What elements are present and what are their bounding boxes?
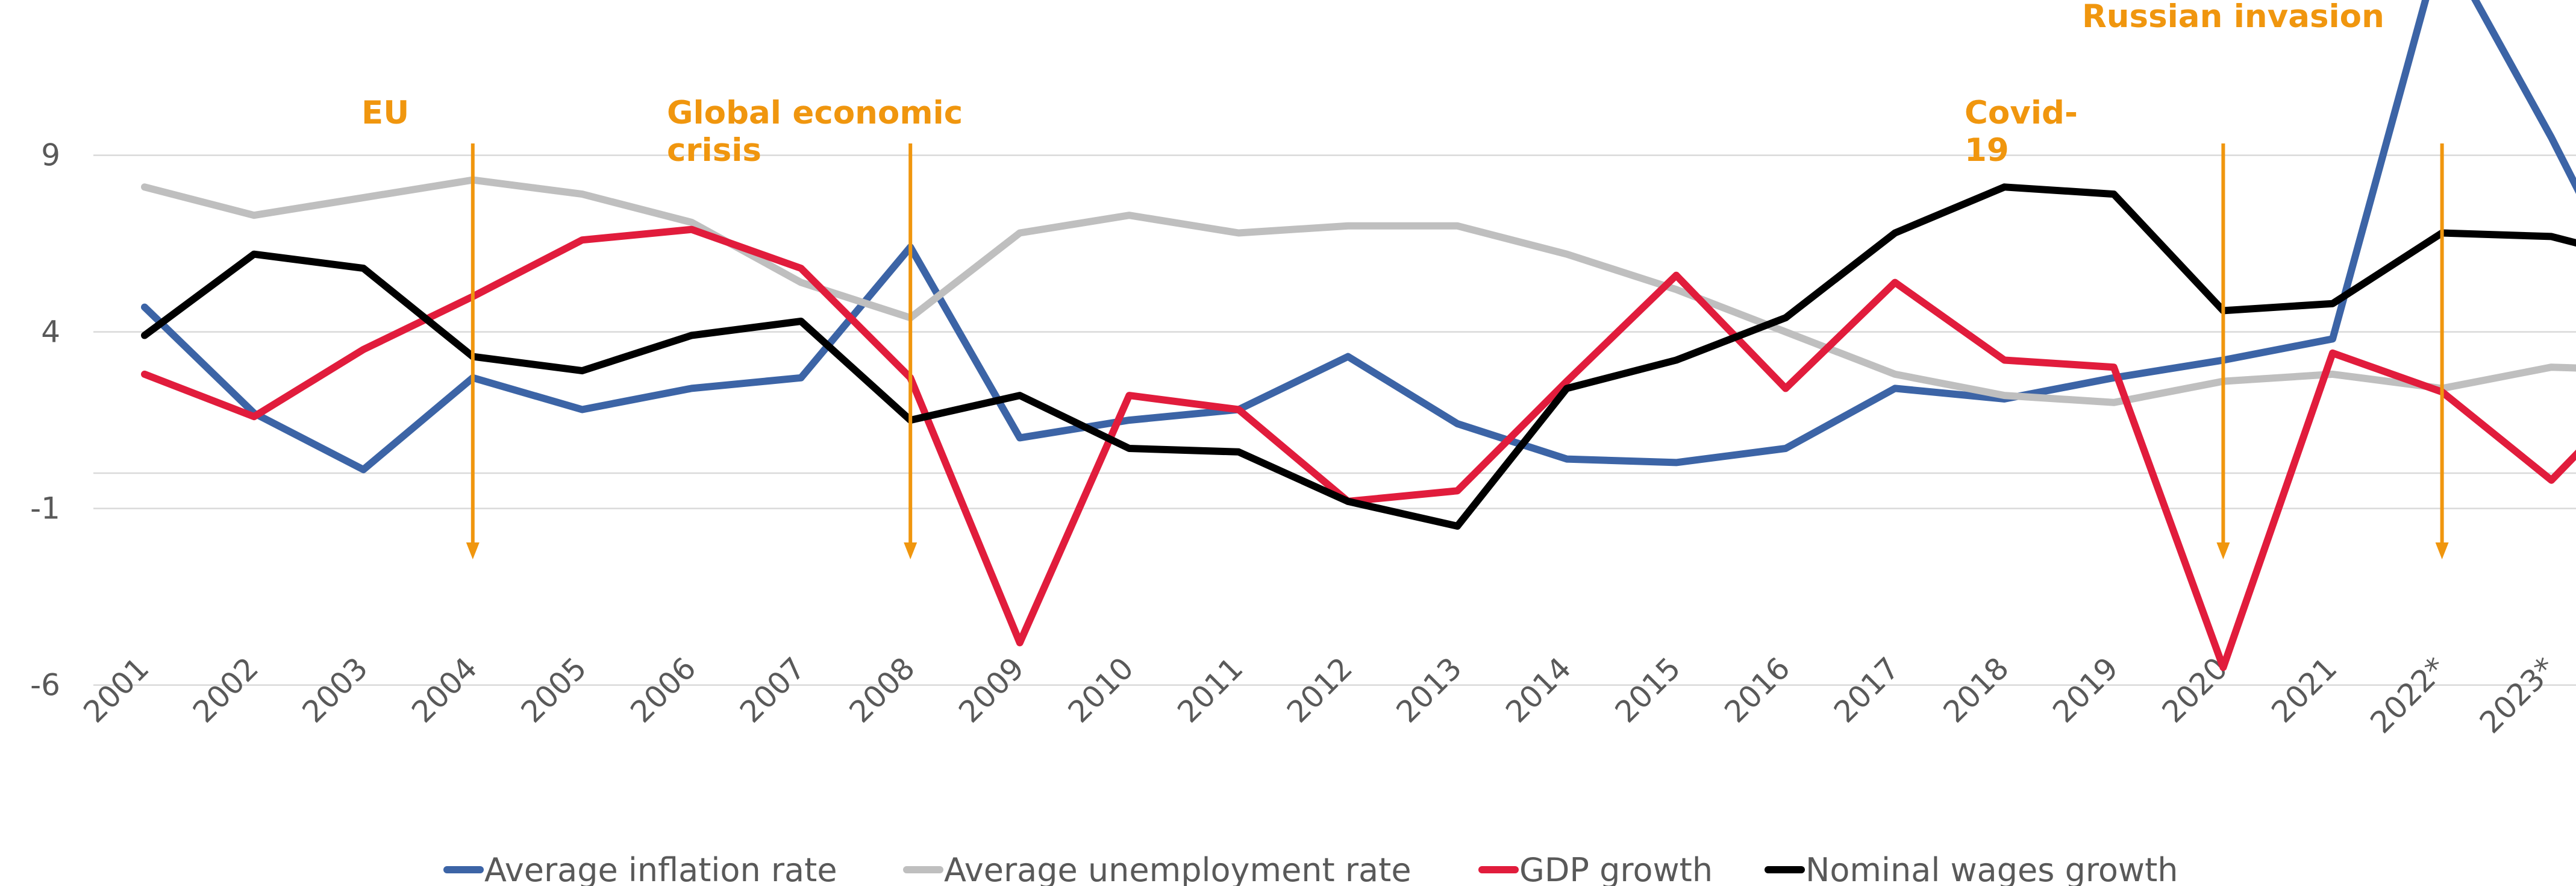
y-axis-ticks: 1494-1-6 (30, 138, 60, 703)
x-tick-label: 2019 (2046, 650, 2125, 729)
annotation-russian-invasion: Russian invasion (2082, 0, 2449, 559)
x-tick-label: 2015 (1608, 650, 1687, 729)
x-tick-label: 2013 (1390, 650, 1469, 729)
annotation-label: Covid-19 (1965, 95, 2078, 169)
annotation-arrow-head (2216, 542, 2230, 559)
x-tick-label: 2008 (843, 650, 922, 729)
legend-label: Nominal wages growth (1805, 851, 2178, 886)
series-line-gdp-growth (141, 225, 2576, 671)
annotation-label: Russian invasion (2082, 0, 2384, 35)
legend-item-nominal-wages-growth: Nominal wages growth (1765, 851, 2178, 886)
annotation-label: Global economic crisis (667, 95, 963, 169)
event-annotations: EU Global economic crisis Covid-19 Russian i… (361, 0, 2449, 559)
x-tick-label: 2022* (2363, 650, 2453, 740)
y-tick-label: 9 (41, 138, 60, 173)
legend-label: Average inflation rate (484, 851, 837, 886)
legend-label: Average unemployment rate (944, 851, 1411, 886)
legend-label: GDP growth (1519, 851, 1713, 886)
annotation-arrow-head (466, 542, 480, 559)
x-tick-label: 2016 (1718, 650, 1796, 729)
x-tick-label: 2018 (1937, 650, 2016, 729)
x-tick-label: 2014 (1499, 650, 1578, 729)
series-line-average-inflation-rate (141, 0, 2576, 474)
legend-item-gdp-growth: GDP growth (1478, 851, 1713, 886)
x-tick-label: 2017 (1827, 650, 1906, 729)
x-tick-label: 2009 (952, 650, 1031, 729)
x-tick-label: 2021 (2265, 650, 2343, 729)
x-tick-label: 2024** (2572, 650, 2576, 750)
legend-item-average-inflation-rate: Average inflation rate (443, 851, 837, 886)
x-tick-label: 2002 (186, 650, 265, 729)
gridlines (93, 154, 2576, 686)
y-tick-label: -1 (30, 491, 60, 526)
legend: Average inflation rate Average unemployme… (443, 851, 2178, 886)
series-lines (141, 0, 2576, 671)
x-tick-label: 2007 (733, 650, 812, 729)
x-tick-label: 2004 (405, 650, 484, 729)
annotation-global-economic-crisis: Global economic crisis (667, 95, 963, 559)
x-tick-label: 2006 (624, 650, 702, 729)
legend-item-average-unemployment-rate: Average unemployment rate (903, 851, 1411, 886)
x-tick-label: 2010 (1061, 650, 1140, 729)
x-tick-label: 2012 (1280, 650, 1359, 729)
annotation-eu: EU (361, 95, 480, 559)
x-tick-label: 2001 (77, 650, 155, 729)
x-tick-label: 2023* (2473, 650, 2563, 740)
annotation-arrow-head (904, 542, 918, 559)
x-tick-label: 2003 (296, 650, 375, 729)
annotation-label: EU (361, 95, 409, 131)
series-line-nominal-wages-growth (141, 183, 2576, 530)
annotation-arrow-head (2435, 542, 2449, 559)
y-tick-label: 4 (41, 315, 60, 350)
y-tick-label: -6 (30, 668, 60, 703)
annotation-covid-19: Covid-19 (1965, 95, 2230, 559)
series-line-average-unemployment-rate (141, 176, 2576, 406)
x-axis-ticks: 2001 2002 2003 2004 2005 2006 2007 2008 2009 2010… (77, 650, 2576, 750)
x-tick-label: 2005 (514, 650, 593, 729)
x-tick-label: 2011 (1171, 650, 1249, 729)
